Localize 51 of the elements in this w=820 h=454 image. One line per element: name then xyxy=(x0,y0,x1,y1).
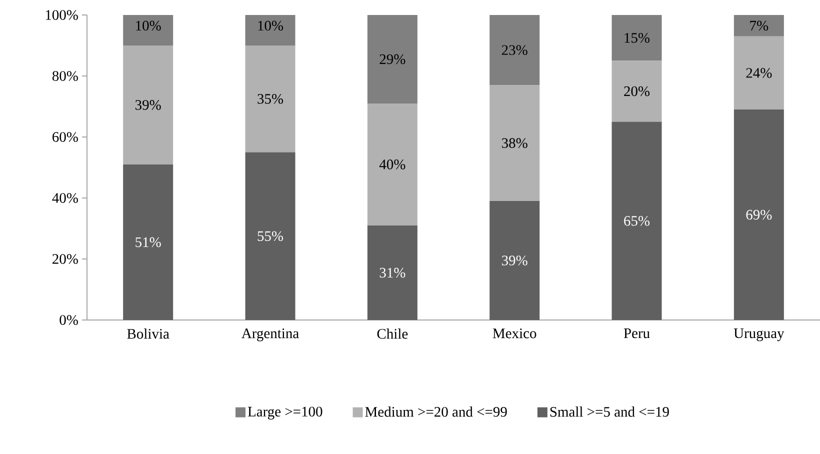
data-label: 55% xyxy=(258,231,284,242)
data-label: 10% xyxy=(258,20,284,31)
bar xyxy=(612,14,662,61)
data-label: 15% xyxy=(624,32,650,43)
legend-label: Small >=5 and <=19 xyxy=(550,406,669,417)
x-tick-label: Chile xyxy=(377,328,408,339)
bar xyxy=(245,152,296,320)
data-label: 20% xyxy=(624,86,650,96)
bar xyxy=(245,45,296,152)
y-tick-label: 20% xyxy=(52,254,78,264)
data-label: 65% xyxy=(624,216,650,226)
data-label: 40% xyxy=(379,160,406,170)
data-label: 35% xyxy=(258,94,284,104)
data-label: 23% xyxy=(502,45,528,55)
x-tick-label: Uruguay xyxy=(734,328,784,342)
y-tick-label: 0% xyxy=(60,315,78,325)
bar xyxy=(123,14,174,46)
bar xyxy=(245,14,296,46)
bar xyxy=(734,110,784,320)
data-label: 29% xyxy=(380,54,406,64)
bar xyxy=(367,103,418,226)
bar xyxy=(367,225,418,320)
x-tick-label: Mexico xyxy=(492,328,536,338)
y-tick-label: 60% xyxy=(52,132,78,142)
x-tick-label: Peru xyxy=(624,328,650,338)
data-label: 39% xyxy=(502,256,528,266)
bar xyxy=(490,85,540,202)
data-label: 24% xyxy=(746,68,772,78)
data-label: 31% xyxy=(380,268,406,278)
y-tick-label: 40% xyxy=(52,193,78,203)
bar xyxy=(734,36,784,110)
y-tick-label: 100% xyxy=(46,10,78,20)
data-label: 51% xyxy=(136,237,161,248)
data-label: 10% xyxy=(136,20,161,31)
x-tick-label: Argentina xyxy=(242,328,299,342)
bar xyxy=(123,164,174,320)
data-label: 38% xyxy=(502,138,528,148)
legend-label: Medium >=20 and <=99 xyxy=(365,406,507,417)
x-tick-label: Bolivia xyxy=(127,328,170,339)
bar xyxy=(612,122,662,320)
y-tick-label: 80% xyxy=(52,71,78,81)
bar xyxy=(490,14,540,86)
bar xyxy=(612,60,662,122)
legend-label: Large >=100 xyxy=(248,406,322,420)
data-label: 69% xyxy=(746,210,772,220)
bar xyxy=(490,201,540,320)
bar xyxy=(367,14,418,104)
bar xyxy=(734,14,784,36)
bar xyxy=(123,45,174,164)
data-label: 7% xyxy=(750,20,768,31)
data-label: 39% xyxy=(135,100,161,110)
